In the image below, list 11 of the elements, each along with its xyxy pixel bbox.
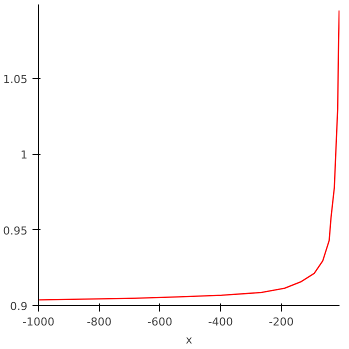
x-axis-title: x xyxy=(186,334,193,346)
line-series xyxy=(38,10,340,301)
x-tick-label: -600 xyxy=(147,316,172,328)
x-tick-label: -1000 xyxy=(22,316,54,328)
y-tick-label: 1 xyxy=(20,148,28,162)
x-tick-label: -800 xyxy=(86,316,112,328)
y-tick-label: 0.95 xyxy=(3,224,28,238)
x-tick-label: -200 xyxy=(268,316,294,328)
y-tick-label: 0.9 xyxy=(10,300,28,313)
x-tick-label: -400 xyxy=(208,316,234,328)
y-tick-label: 1.05 xyxy=(3,73,28,86)
